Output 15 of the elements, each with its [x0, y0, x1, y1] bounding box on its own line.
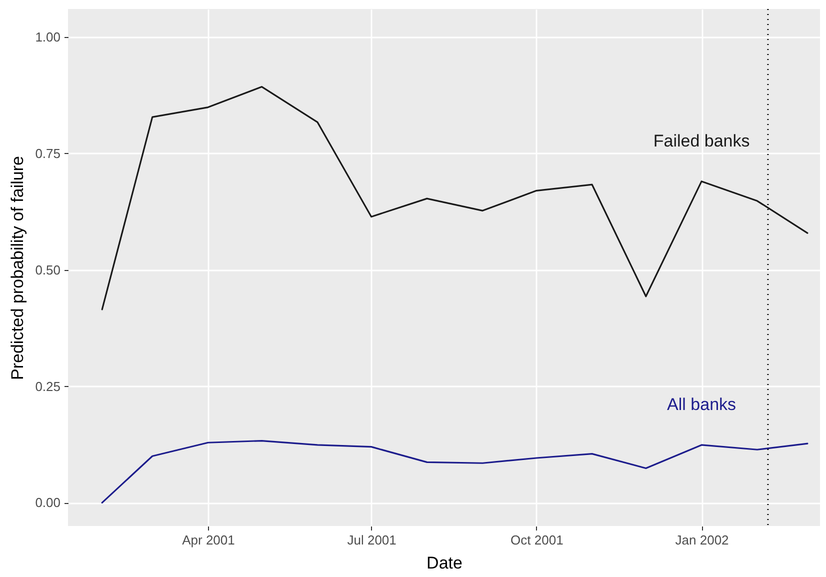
line-series — [101, 86, 808, 310]
y-tick-label: 0.25 — [35, 378, 60, 394]
series-label: All banks — [667, 394, 736, 414]
x-tick-label: Jan 2002 — [675, 532, 729, 548]
x-axis-title: Date — [426, 554, 462, 572]
x-tick-label: Apr 2001 — [182, 532, 235, 548]
y-tick-label: 0.75 — [35, 146, 60, 161]
x-tick-label: Jul 2001 — [347, 532, 396, 548]
y-axis-title: Predicted probability of failure — [8, 156, 28, 380]
y-tick-label: 1.00 — [35, 29, 60, 44]
line-series — [101, 440, 808, 504]
x-tick-label: Oct 2001 — [510, 532, 564, 548]
y-tick-label: 0.00 — [35, 495, 60, 510]
text: Failed banks — [653, 131, 750, 150]
y-tick-label: 0.50 — [35, 262, 60, 278]
